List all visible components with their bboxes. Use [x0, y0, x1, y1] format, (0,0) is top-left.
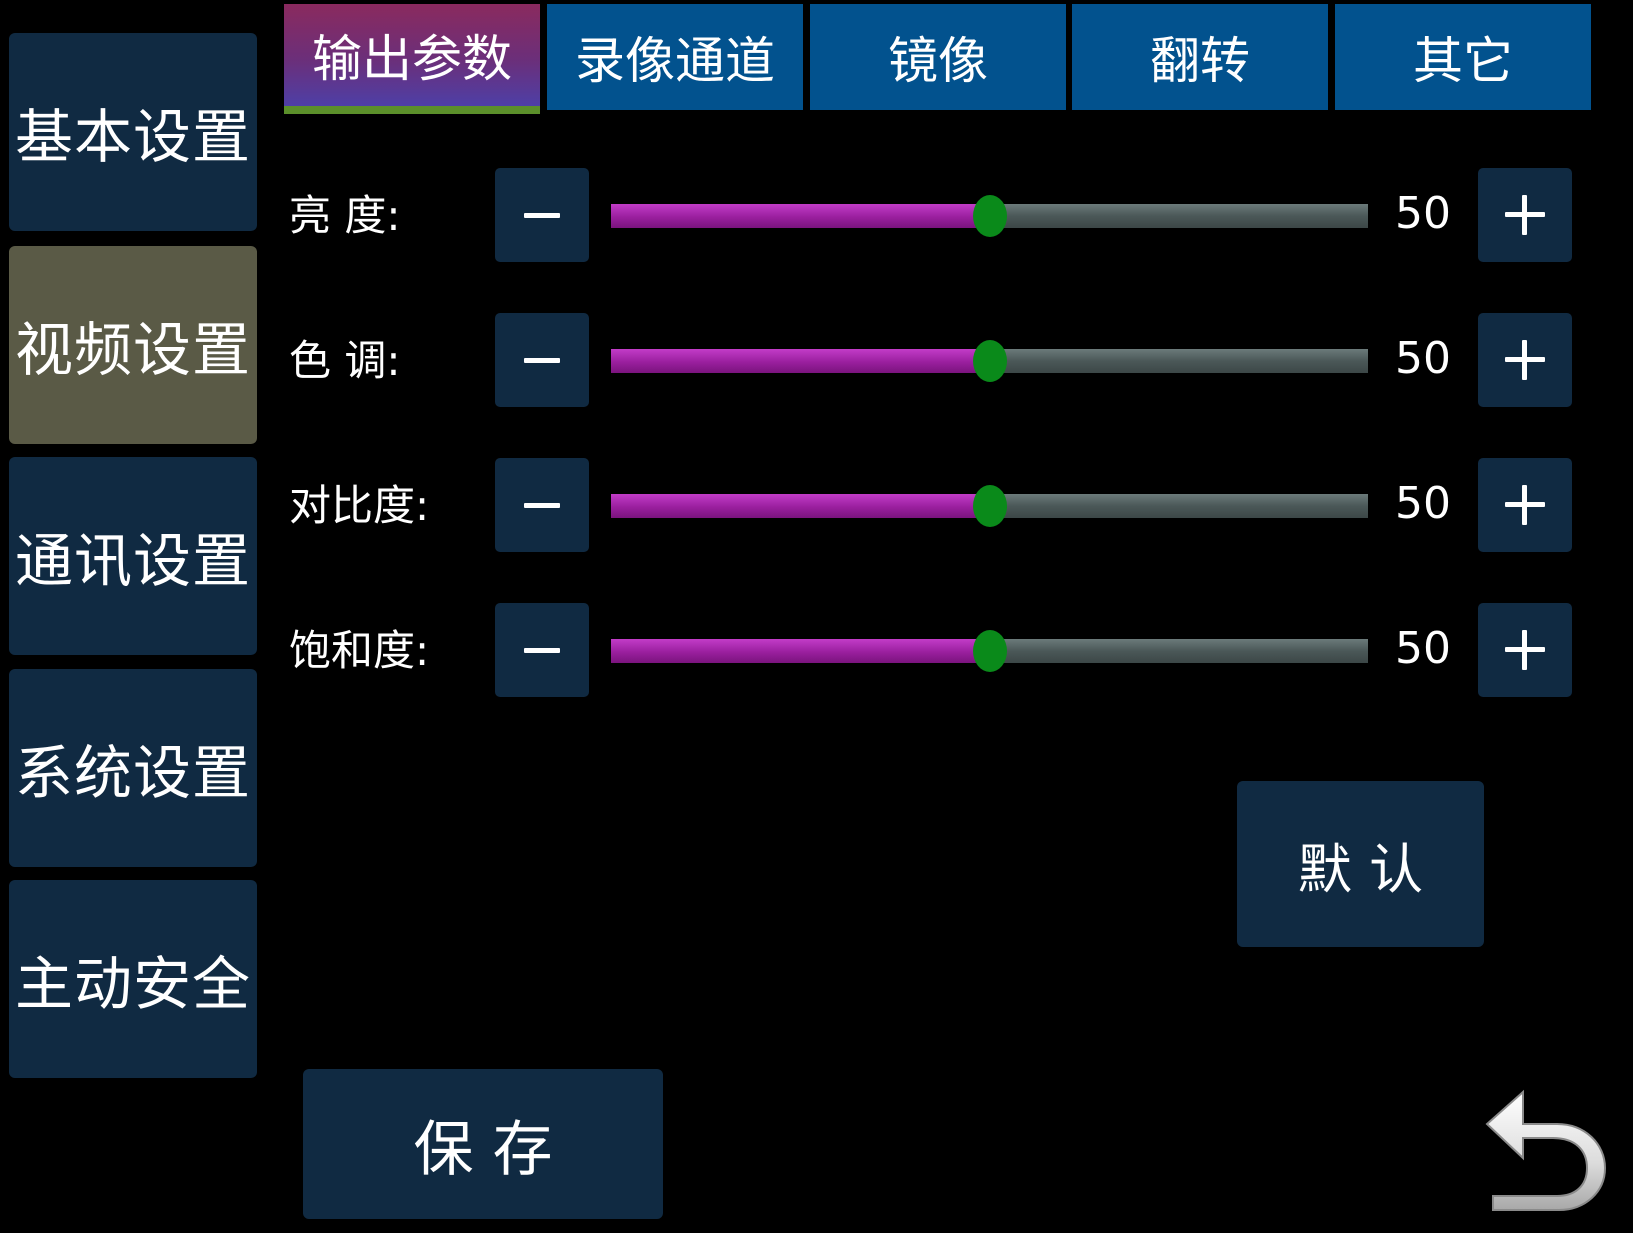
hue-label: 色 调: [289, 336, 401, 385]
saturation-label: 饱和度: [289, 626, 430, 675]
tab-mirror[interactable]: 镜像 [810, 4, 1066, 110]
minus-icon [524, 502, 560, 508]
sidebar-item-communication-settings[interactable]: 通讯设置 [9, 457, 257, 655]
minus-icon [524, 647, 560, 653]
brightness-slider[interactable] [611, 195, 1368, 237]
tab-output-parameters[interactable]: 输出参数 [284, 4, 540, 114]
contrast-increase-button[interactable] [1478, 458, 1572, 552]
saturation-value: 50 [1395, 623, 1451, 674]
tab-label: 录像通道 [575, 32, 775, 90]
plus-icon [1505, 630, 1545, 670]
tab-label: 镜像 [888, 32, 988, 90]
contrast-decrease-button[interactable] [495, 458, 589, 552]
saturation-increase-button[interactable] [1478, 603, 1572, 697]
sidebar-item-video-settings[interactable]: 视频设置 [9, 246, 257, 444]
hue-decrease-button[interactable] [495, 313, 589, 407]
sidebar-item-active-safety[interactable]: 主动安全 [9, 880, 257, 1078]
tab-recording-channel[interactable]: 录像通道 [547, 4, 803, 110]
save-button-label: 保 存 [413, 1114, 553, 1185]
tab-label: 其它 [1413, 32, 1513, 90]
saturation-decrease-button[interactable] [495, 603, 589, 697]
back-arrow-icon[interactable] [1483, 1088, 1613, 1213]
minus-icon [524, 357, 560, 363]
save-button[interactable]: 保 存 [303, 1069, 663, 1219]
tab-other[interactable]: 其它 [1335, 4, 1591, 110]
sidebar-item-label: 主动安全 [14, 950, 251, 1018]
tab-label: 翻转 [1150, 32, 1250, 90]
plus-icon [1505, 485, 1545, 525]
sidebar-item-label: 通讯设置 [14, 527, 251, 595]
tab-label: 输出参数 [312, 30, 512, 88]
brightness-increase-button[interactable] [1478, 168, 1572, 262]
sidebar-item-system-settings[interactable]: 系统设置 [9, 669, 257, 867]
plus-icon [1505, 195, 1545, 235]
sidebar-item-label: 视频设置 [14, 316, 251, 384]
slider-thumb[interactable] [972, 340, 1007, 382]
contrast-value: 50 [1395, 478, 1451, 529]
contrast-slider[interactable] [611, 485, 1368, 527]
contrast-label: 对比度: [289, 481, 430, 530]
brightness-label: 亮 度: [289, 191, 401, 240]
slider-fill [611, 639, 990, 663]
tab-flip[interactable]: 翻转 [1072, 4, 1328, 110]
default-button-label: 默 认 [1297, 837, 1424, 901]
sidebar-item-basic-settings[interactable]: 基本设置 [9, 33, 257, 231]
default-button[interactable]: 默 认 [1237, 781, 1484, 947]
slider-thumb[interactable] [972, 195, 1007, 237]
slider-fill [611, 494, 990, 518]
slider-fill [611, 204, 990, 228]
sidebar-item-label: 系统设置 [14, 739, 251, 807]
saturation-slider[interactable] [611, 630, 1368, 672]
slider-fill [611, 349, 990, 373]
minus-icon [524, 212, 560, 218]
hue-increase-button[interactable] [1478, 313, 1572, 407]
brightness-value: 50 [1395, 188, 1451, 239]
hue-value: 50 [1395, 333, 1451, 384]
brightness-decrease-button[interactable] [495, 168, 589, 262]
slider-thumb[interactable] [972, 485, 1007, 527]
plus-icon [1505, 340, 1545, 380]
sidebar-item-label: 基本设置 [14, 103, 251, 171]
slider-thumb[interactable] [972, 630, 1007, 672]
hue-slider[interactable] [611, 340, 1368, 382]
